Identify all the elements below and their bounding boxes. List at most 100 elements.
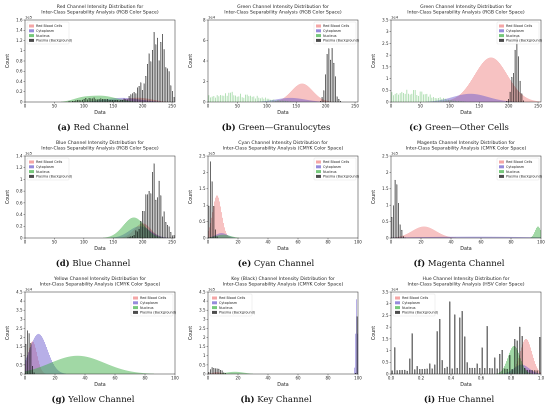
histogram-bar bbox=[93, 95, 94, 102]
histogram-bar bbox=[503, 236, 504, 238]
histogram-bar bbox=[501, 65, 502, 102]
histogram-bar bbox=[210, 97, 211, 102]
histogram-bar bbox=[153, 163, 155, 239]
x-tick-label: 250 bbox=[534, 104, 542, 109]
legend-entry-label: Red Blood Cells bbox=[323, 160, 350, 164]
histogram-bar bbox=[269, 100, 270, 102]
histogram-bar bbox=[28, 352, 29, 374]
histogram-bar bbox=[402, 237, 403, 238]
histogram-bar bbox=[407, 233, 408, 238]
histogram-bar bbox=[498, 61, 499, 102]
histogram-bar bbox=[484, 96, 485, 102]
histogram-bar bbox=[142, 211, 143, 239]
histogram-bar bbox=[447, 236, 448, 238]
histogram-bar bbox=[98, 99, 100, 103]
histogram-bar bbox=[211, 96, 213, 102]
histogram-bar bbox=[528, 367, 529, 374]
histogram-bar bbox=[147, 63, 148, 103]
histogram-bar bbox=[214, 372, 215, 374]
histogram-bar bbox=[28, 370, 29, 374]
histogram-bar bbox=[473, 76, 474, 102]
histogram-bar bbox=[527, 237, 528, 238]
histogram-bar bbox=[323, 90, 325, 103]
histogram-bar bbox=[526, 237, 527, 238]
histogram-bar bbox=[103, 99, 105, 103]
histogram-bar bbox=[493, 236, 494, 238]
histogram-bar bbox=[94, 359, 95, 374]
series-red-blood-cells bbox=[208, 195, 231, 238]
histogram-bar bbox=[437, 100, 438, 102]
histogram-bar bbox=[92, 358, 93, 374]
histogram-bar bbox=[436, 98, 438, 102]
histogram-bar bbox=[534, 100, 535, 102]
y-exponent-label: 1e5 bbox=[25, 15, 33, 20]
series-red-blood-cells bbox=[272, 83, 332, 102]
histogram-bar bbox=[476, 94, 477, 102]
y-tick-label: 0.6 bbox=[16, 200, 23, 205]
histogram-bar bbox=[506, 361, 507, 374]
x-tick-label: 250 bbox=[351, 104, 359, 109]
histogram-bar bbox=[526, 338, 527, 374]
x-tick-label: 100 bbox=[171, 376, 179, 381]
y-tick-label: 2 bbox=[386, 170, 389, 175]
legend-swatch bbox=[29, 24, 34, 28]
histogram-bar bbox=[318, 101, 319, 102]
histogram-bar bbox=[307, 85, 308, 102]
y-tick-label: 4.5 bbox=[16, 289, 23, 294]
histogram-bar bbox=[533, 371, 534, 374]
y-tick-label: 0 bbox=[20, 235, 23, 240]
histogram-bar bbox=[418, 237, 419, 238]
histogram-bar bbox=[110, 96, 111, 102]
histogram-bar bbox=[96, 95, 97, 102]
legend-entry-label: Red Blood Cells bbox=[140, 296, 167, 300]
histogram-bar bbox=[521, 361, 522, 374]
panel-caption-text: Red Channel bbox=[70, 123, 129, 133]
legend-swatch bbox=[29, 34, 34, 38]
histogram-bar bbox=[229, 235, 230, 238]
histogram-bar bbox=[244, 372, 245, 374]
histogram-bar bbox=[71, 356, 72, 374]
histogram-bar bbox=[492, 236, 493, 238]
histogram-bar bbox=[410, 237, 411, 238]
histogram-bar bbox=[140, 82, 142, 103]
histogram-bar bbox=[490, 97, 491, 102]
histogram-bar bbox=[528, 341, 529, 374]
histogram-bar bbox=[485, 236, 486, 238]
histogram-bar bbox=[291, 97, 292, 102]
histogram-bar bbox=[76, 355, 77, 374]
histogram-bar bbox=[528, 237, 529, 238]
histogram-bar bbox=[537, 226, 538, 238]
histogram-bar bbox=[42, 366, 43, 374]
histogram-bar bbox=[245, 94, 246, 102]
histogram-bar bbox=[298, 84, 299, 102]
y-tick-label: 0.8 bbox=[16, 58, 23, 63]
histogram-bar bbox=[66, 100, 67, 102]
histogram-bar bbox=[308, 100, 309, 102]
histogram-bar bbox=[150, 61, 152, 103]
histogram-bar bbox=[494, 357, 496, 375]
y-tick-label: 6 bbox=[203, 38, 206, 43]
histogram-bar bbox=[321, 97, 323, 103]
histogram-bar bbox=[133, 92, 135, 103]
panel-caption: (e) Cyan Channel bbox=[186, 259, 366, 271]
histogram-bar bbox=[223, 222, 224, 238]
histogram-bar bbox=[497, 236, 498, 238]
histogram-bar bbox=[235, 95, 236, 102]
histogram-bar bbox=[134, 217, 135, 238]
histogram-bar bbox=[404, 369, 406, 375]
histogram-bar bbox=[210, 161, 211, 239]
histogram-bar bbox=[512, 83, 513, 102]
histogram-bar bbox=[85, 98, 87, 103]
histogram-bar bbox=[238, 371, 239, 374]
histogram-bar bbox=[165, 67, 167, 103]
histogram-bar bbox=[92, 98, 93, 103]
y-tick-label: 2 bbox=[203, 335, 206, 340]
histogram-bar bbox=[156, 235, 157, 238]
y-tick-label: 0.5 bbox=[382, 219, 389, 224]
histogram-bar bbox=[529, 237, 530, 238]
histogram-bar bbox=[436, 331, 438, 375]
histogram-bar bbox=[243, 372, 244, 374]
histogram-bar bbox=[93, 358, 94, 374]
histogram-bar bbox=[416, 237, 417, 238]
legend-swatch bbox=[29, 165, 34, 169]
